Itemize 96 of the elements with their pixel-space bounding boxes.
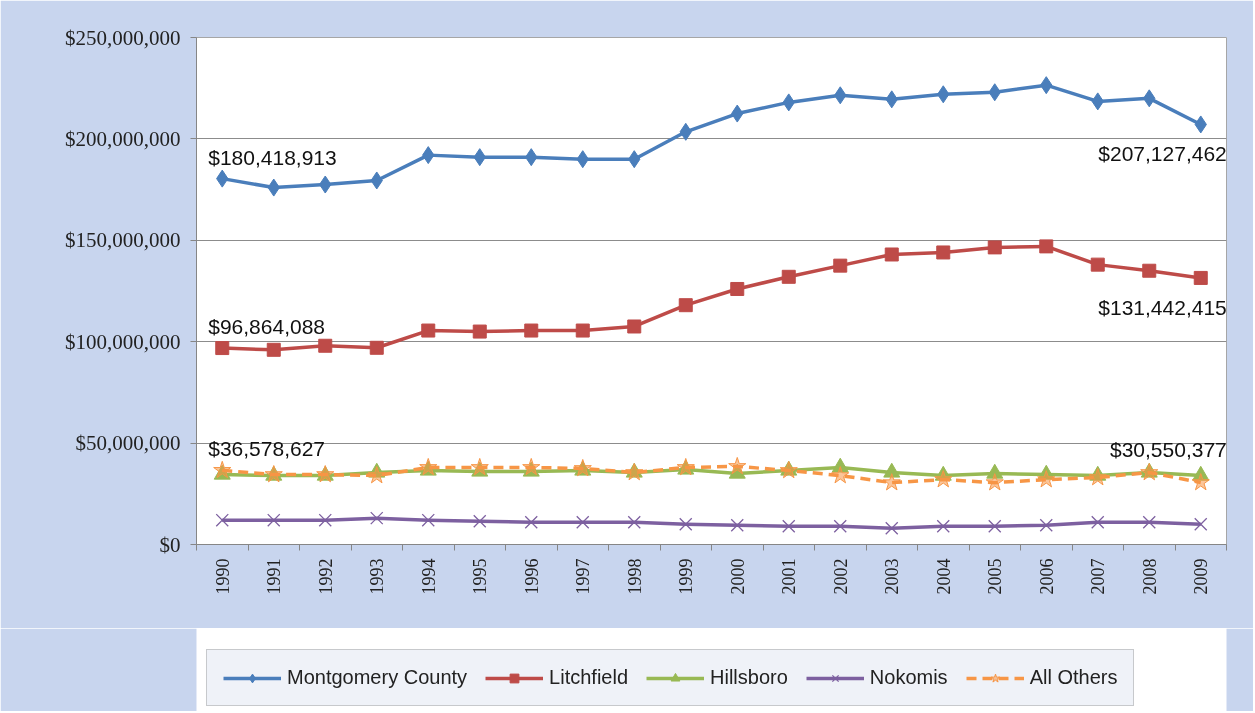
point	[730, 281, 745, 296]
x-tick-label: 1999	[676, 558, 697, 595]
x-tick-label: 2008	[1139, 558, 1160, 595]
point	[1192, 465, 1210, 481]
legend-label: Hillsboro	[710, 666, 788, 689]
point	[627, 319, 642, 334]
x-tick-label: 2009	[1191, 558, 1212, 595]
point	[833, 519, 847, 533]
y-tick-label: $0	[159, 532, 181, 557]
point	[782, 519, 796, 533]
point	[936, 245, 951, 260]
legend-label: All Others	[1029, 666, 1118, 689]
x-tick-label: 2001	[779, 558, 800, 595]
point	[213, 464, 231, 480]
point	[1193, 270, 1208, 285]
x-tick-label: 1995	[470, 558, 491, 595]
point	[884, 247, 899, 262]
data-label: $207,127,462	[1098, 142, 1227, 166]
point	[472, 324, 487, 339]
x-tick-label: 2006	[1036, 558, 1057, 595]
point	[1039, 239, 1054, 254]
data-label: $180,418,913	[208, 145, 337, 169]
point	[730, 518, 744, 532]
point	[421, 513, 435, 527]
x-tick-label: 2003	[882, 558, 903, 595]
point	[318, 338, 333, 353]
data-label: $30,550,377	[1109, 437, 1227, 461]
point	[470, 457, 489, 476]
x-tick-label: 1998	[624, 558, 645, 595]
data-label: $96,864,088	[208, 315, 326, 339]
point	[421, 323, 436, 338]
point	[831, 457, 849, 473]
point	[524, 515, 538, 529]
x-tick-label: 1997	[573, 558, 594, 595]
point	[473, 514, 487, 528]
point	[575, 323, 590, 338]
point	[318, 513, 332, 527]
x-tick-label: 2004	[933, 558, 954, 595]
point	[576, 515, 590, 529]
point	[728, 456, 747, 475]
point	[1090, 257, 1105, 272]
point	[215, 341, 230, 356]
legend-label: Nokomis	[869, 666, 948, 689]
point	[522, 457, 541, 476]
point	[934, 470, 953, 488]
y-tick-label: $100,000,000	[65, 329, 181, 354]
y-tick-label: $250,000,000	[65, 25, 181, 50]
y-tick-label: $200,000,000	[65, 126, 181, 151]
point	[369, 340, 384, 355]
point	[885, 521, 899, 535]
point	[679, 517, 693, 531]
point	[1039, 518, 1053, 532]
legend-label: Litchfield	[549, 666, 629, 689]
point	[267, 513, 281, 527]
point	[627, 515, 641, 529]
point	[985, 473, 1004, 491]
point	[988, 519, 1002, 533]
point	[1142, 515, 1156, 529]
data-label: $131,442,415	[1098, 295, 1227, 319]
data-label: $36,578,627	[208, 437, 326, 461]
x-tick-label: 1994	[418, 558, 439, 595]
x-tick-label: 2002	[830, 558, 851, 595]
x-tick-label: 2007	[1088, 558, 1109, 595]
point	[1088, 468, 1107, 486]
x-tick-label: 1993	[367, 558, 388, 595]
point	[781, 269, 796, 284]
point	[215, 513, 229, 527]
point	[987, 240, 1002, 255]
point	[1091, 515, 1105, 529]
x-tick-label: 2005	[985, 558, 1006, 595]
point	[678, 298, 693, 313]
point	[1191, 473, 1210, 491]
point	[882, 473, 901, 491]
point	[370, 511, 384, 525]
x-tick-label: 2000	[727, 558, 748, 595]
point	[367, 466, 386, 484]
point	[728, 463, 746, 479]
x-tick-label: 1991	[264, 558, 285, 595]
x-tick-label: 1990	[212, 558, 233, 595]
y-tick-label: $150,000,000	[65, 228, 181, 253]
point	[524, 323, 539, 338]
point	[1194, 517, 1208, 531]
point	[1142, 263, 1157, 278]
point	[936, 519, 950, 533]
point	[831, 466, 850, 484]
point	[1037, 464, 1055, 480]
x-tick-label: 1996	[521, 558, 542, 595]
point	[213, 460, 232, 479]
y-tick-label: $50,000,000	[75, 431, 181, 456]
point	[833, 258, 848, 273]
point	[883, 462, 901, 478]
point	[266, 342, 281, 357]
legend-label: Montgomery County	[287, 666, 468, 689]
point	[1037, 470, 1056, 488]
x-tick-label: 1992	[315, 558, 336, 595]
point	[986, 463, 1004, 479]
